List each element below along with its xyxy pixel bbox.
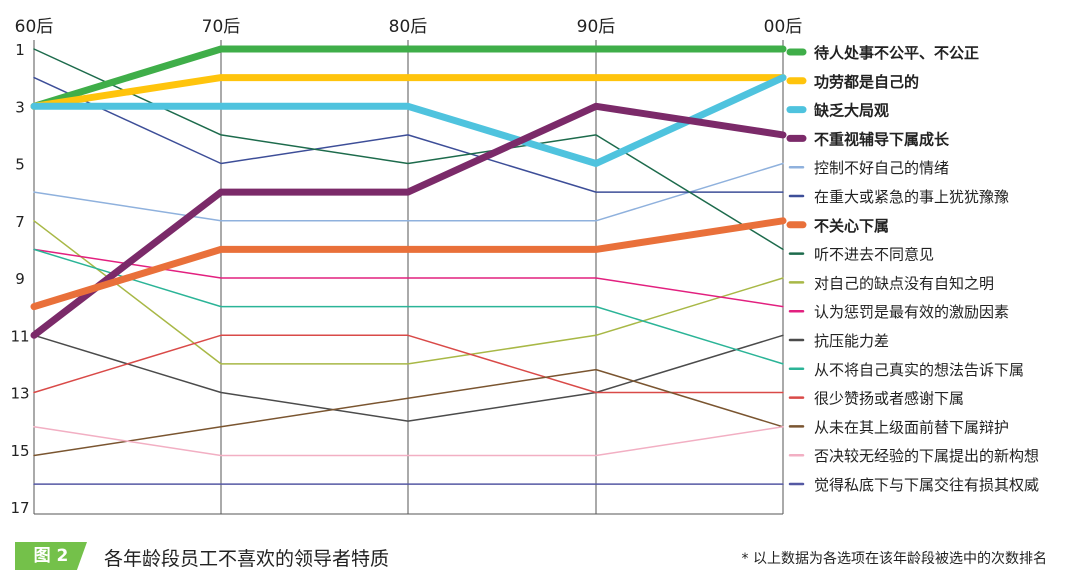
x-tick-label: 90后 [577, 17, 616, 37]
legend-label: 很少赞扬或者感谢下属 [814, 390, 964, 408]
legend-label: 抗压能力差 [814, 332, 889, 350]
x-axis-labels: 60后 70后 80后 90后 00后 [15, 17, 803, 37]
x-tick-label: 00后 [764, 17, 803, 37]
series-line-12 [33, 334, 784, 394]
y-tick-label: 3 [15, 98, 25, 116]
y-tick-label: 15 [10, 442, 29, 460]
figure-note: * 以上数据为各选项在该年龄段被选中的次数排名 [741, 551, 1047, 567]
legend-label: 不关心下属 [814, 217, 889, 235]
series-line-11 [33, 248, 784, 365]
x-tick-label: 60后 [15, 17, 54, 37]
series-line-4 [33, 162, 784, 222]
legend-label: 认为惩罚是最有效的激励因素 [814, 303, 1009, 321]
y-tick-label: 1 [15, 41, 25, 59]
figure-title: 各年龄段员工不喜欢的领导者特质 [104, 548, 390, 570]
legend-label: 对自己的缺点没有自知之明 [814, 274, 994, 292]
legend: 待人处事不公平、不公正功劳都是自己的缺乏大局观不重视辅导下属成长控制不好自己的情… [786, 44, 1039, 494]
y-tick-label: 5 [15, 156, 25, 174]
legend-label: 觉得私底下与下属交往有损其权威 [814, 476, 1039, 494]
y-tick-label: 13 [10, 385, 29, 403]
bold-series-lines [30, 45, 787, 339]
figure-footer: 图 2 各年龄段员工不喜欢的领导者特质 * 以上数据为各选项在该年龄段被选中的次… [0, 538, 1080, 574]
legend-label: 待人处事不公平、不公正 [814, 44, 979, 62]
y-tick-label: 11 [10, 327, 29, 345]
series-line-6 [30, 217, 787, 311]
legend-label: 听不进去不同意见 [814, 246, 934, 264]
series-line-13 [33, 368, 784, 457]
series-line-5 [33, 76, 784, 193]
series-line-1 [30, 74, 787, 110]
legend-label: 控制不好自己的情绪 [814, 159, 949, 177]
y-tick-label: 17 [10, 499, 29, 517]
x-tick-label: 80后 [389, 17, 428, 37]
series-line-0 [30, 45, 787, 110]
legend-label: 否决较无经验的下属提出的新构想 [814, 447, 1039, 465]
legend-label: 在重大或紧急的事上犹犹豫豫 [814, 188, 1009, 206]
y-tick-label: 7 [15, 213, 25, 231]
legend-label: 功劳都是自己的 [814, 73, 919, 91]
legend-label: 从不将自己真实的想法告诉下属 [814, 361, 1024, 379]
series-line-2 [30, 74, 787, 167]
grid [33, 40, 784, 515]
series-line-14 [33, 426, 784, 457]
legend-label: 缺乏大局观 [813, 102, 889, 120]
x-tick-label: 70后 [202, 17, 241, 37]
y-tick-label: 9 [15, 270, 25, 288]
legend-label: 从未在其上级面前替下属辩护 [814, 418, 1009, 436]
series-line-10 [33, 334, 784, 422]
series-line-3 [30, 102, 787, 339]
figure-label: 图 2 [15, 542, 87, 570]
series-line-8 [33, 220, 784, 365]
legend-label: 不重视辅导下属成长 [814, 130, 950, 148]
